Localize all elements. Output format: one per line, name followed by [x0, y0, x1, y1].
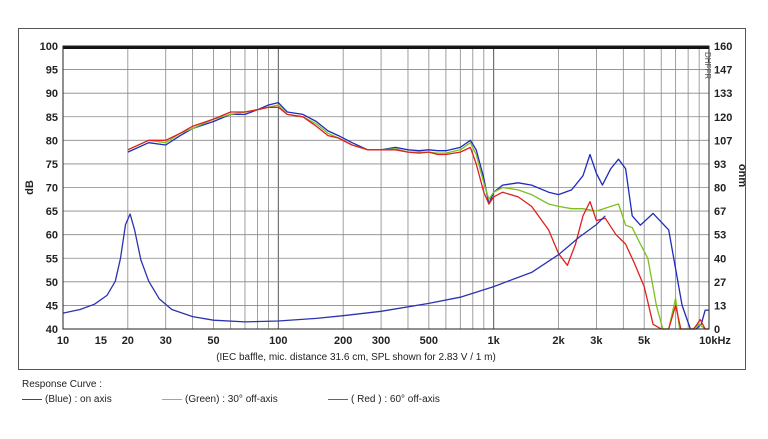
y-tick-label-left: 50	[46, 277, 58, 289]
y-tick-label-right: 40	[714, 253, 726, 265]
y-tick-label-right: 133	[714, 88, 732, 100]
y-tick-label-left: 70	[46, 183, 58, 195]
x-tick-label: 10kHz	[699, 335, 731, 347]
y-tick-label-right: 107	[714, 135, 732, 147]
x-tick-label: 300	[372, 335, 390, 347]
chart-frame: 100 95 90 85 80 75 70 65 60 55 50 45 40 160 147 133 120 1…	[18, 28, 746, 370]
x-tick-label: 1k	[488, 335, 501, 347]
x-tick-label: 3k	[590, 335, 603, 347]
x-tick-label: 50	[207, 335, 219, 347]
y-tick-label-right: 160	[714, 41, 732, 53]
x-tick-label: 20	[122, 335, 134, 347]
x-tick-label: 15	[95, 335, 107, 347]
y-tick-label-right: 13	[714, 300, 726, 312]
y-tick-label-left: 40	[46, 324, 58, 336]
y-tick-label-right: 120	[714, 112, 732, 124]
x-tick-label: 10	[57, 335, 69, 347]
chart-caption: (IEC baffle, mic. distance 31.6 cm, SPL …	[216, 352, 496, 363]
legend-swatch-blue	[22, 398, 42, 400]
x-tick-label: 2k	[552, 335, 565, 347]
y-tick-label-left: 75	[46, 159, 58, 171]
legend-item-blue: (Blue) : on axis	[22, 394, 112, 405]
legend-item-red: ( Red ) : 60° off-axis	[328, 394, 440, 405]
y-tick-label-right: 0	[714, 324, 720, 336]
y-axis-title-right: ohm	[736, 164, 745, 187]
x-tick-label: 500	[420, 335, 438, 347]
legend-label-blue: (Blue) : on axis	[45, 394, 112, 405]
y-axis-title-left: dB	[24, 180, 36, 195]
series-line-3	[62, 213, 606, 323]
legend-label-red: ( Red ) : 60° off-axis	[351, 394, 440, 405]
y-tick-label-left: 100	[40, 41, 58, 53]
legend-swatch-green	[162, 398, 182, 400]
y-tick-label-right: 80	[714, 183, 726, 195]
corner-watermark-text: DHFFR	[703, 52, 712, 79]
y-tick-label-left: 65	[46, 206, 58, 218]
legend-label-green: (Green) : 30° off-axis	[185, 394, 278, 405]
y-tick-label-right: 27	[714, 277, 726, 289]
legend-item-green: (Green) : 30° off-axis	[162, 394, 278, 405]
x-tick-label: 100	[269, 335, 287, 347]
top-border-band	[63, 46, 709, 49]
y-tick-label-right: 67	[714, 206, 726, 218]
frequency-response-chart: 1009590858075706560555045401601471331201…	[24, 41, 745, 363]
y-tick-label-right: 53	[714, 230, 726, 242]
x-tick-label: 30	[160, 335, 172, 347]
y-tick-label-left: 90	[46, 88, 58, 100]
y-tick-label-left: 80	[46, 135, 58, 147]
y-tick-label-right: 147	[714, 65, 732, 77]
series-line-0	[127, 101, 709, 330]
y-tick-label-left: 60	[46, 230, 58, 242]
x-tick-label: 200	[334, 335, 352, 347]
legend-title: Response Curve :	[22, 379, 103, 390]
legend-swatch-red	[328, 398, 348, 400]
x-tick-label: 5k	[638, 335, 651, 347]
y-tick-label-left: 45	[46, 300, 58, 312]
y-tick-label-left: 85	[46, 112, 58, 124]
y-tick-label-left: 55	[46, 253, 58, 265]
y-tick-label-right: 93	[714, 159, 726, 171]
y-tick-label-left: 95	[46, 65, 58, 77]
series-line-2	[127, 106, 709, 330]
plot-border	[62, 45, 710, 330]
